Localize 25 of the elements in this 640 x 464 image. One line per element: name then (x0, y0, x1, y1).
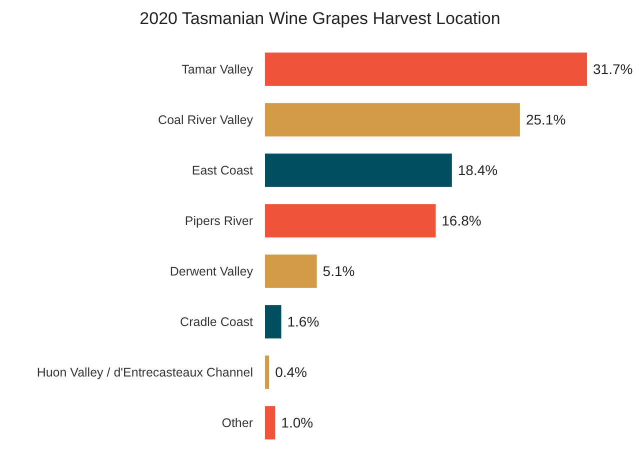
bar (265, 154, 452, 187)
y-tick-label: Other (222, 416, 253, 430)
data-label: 0.4% (275, 364, 307, 380)
bar (265, 204, 436, 238)
data-label: 31.7% (593, 61, 633, 78)
bar (265, 305, 282, 338)
bar (265, 52, 587, 86)
y-tick-label: Derwent Valley (170, 264, 254, 279)
y-tick-label: Tamar Valley (182, 62, 254, 77)
data-label: 16.8% (442, 212, 482, 229)
data-label: 1.6% (287, 314, 320, 330)
y-tick-label: East Coast (192, 164, 254, 178)
bar (265, 254, 317, 288)
y-tick-label: Cradle Coast (180, 315, 254, 330)
data-label: 25.1% (526, 112, 566, 128)
data-label: 18.4% (458, 162, 498, 178)
chart-title: 2020 Tasmanian Wine Grapes Harvest Location (140, 9, 500, 28)
bar (265, 406, 276, 440)
y-tick-label: Pipers River (184, 214, 253, 228)
data-label: 1.0% (281, 414, 314, 431)
y-tick-label: Huon Valley / d'Entrecasteaux Channel (36, 366, 253, 380)
bar (265, 103, 520, 136)
y-tick-label: Coal River Valley (158, 113, 254, 128)
bar (265, 356, 270, 389)
data-label: 5.1% (322, 263, 355, 280)
